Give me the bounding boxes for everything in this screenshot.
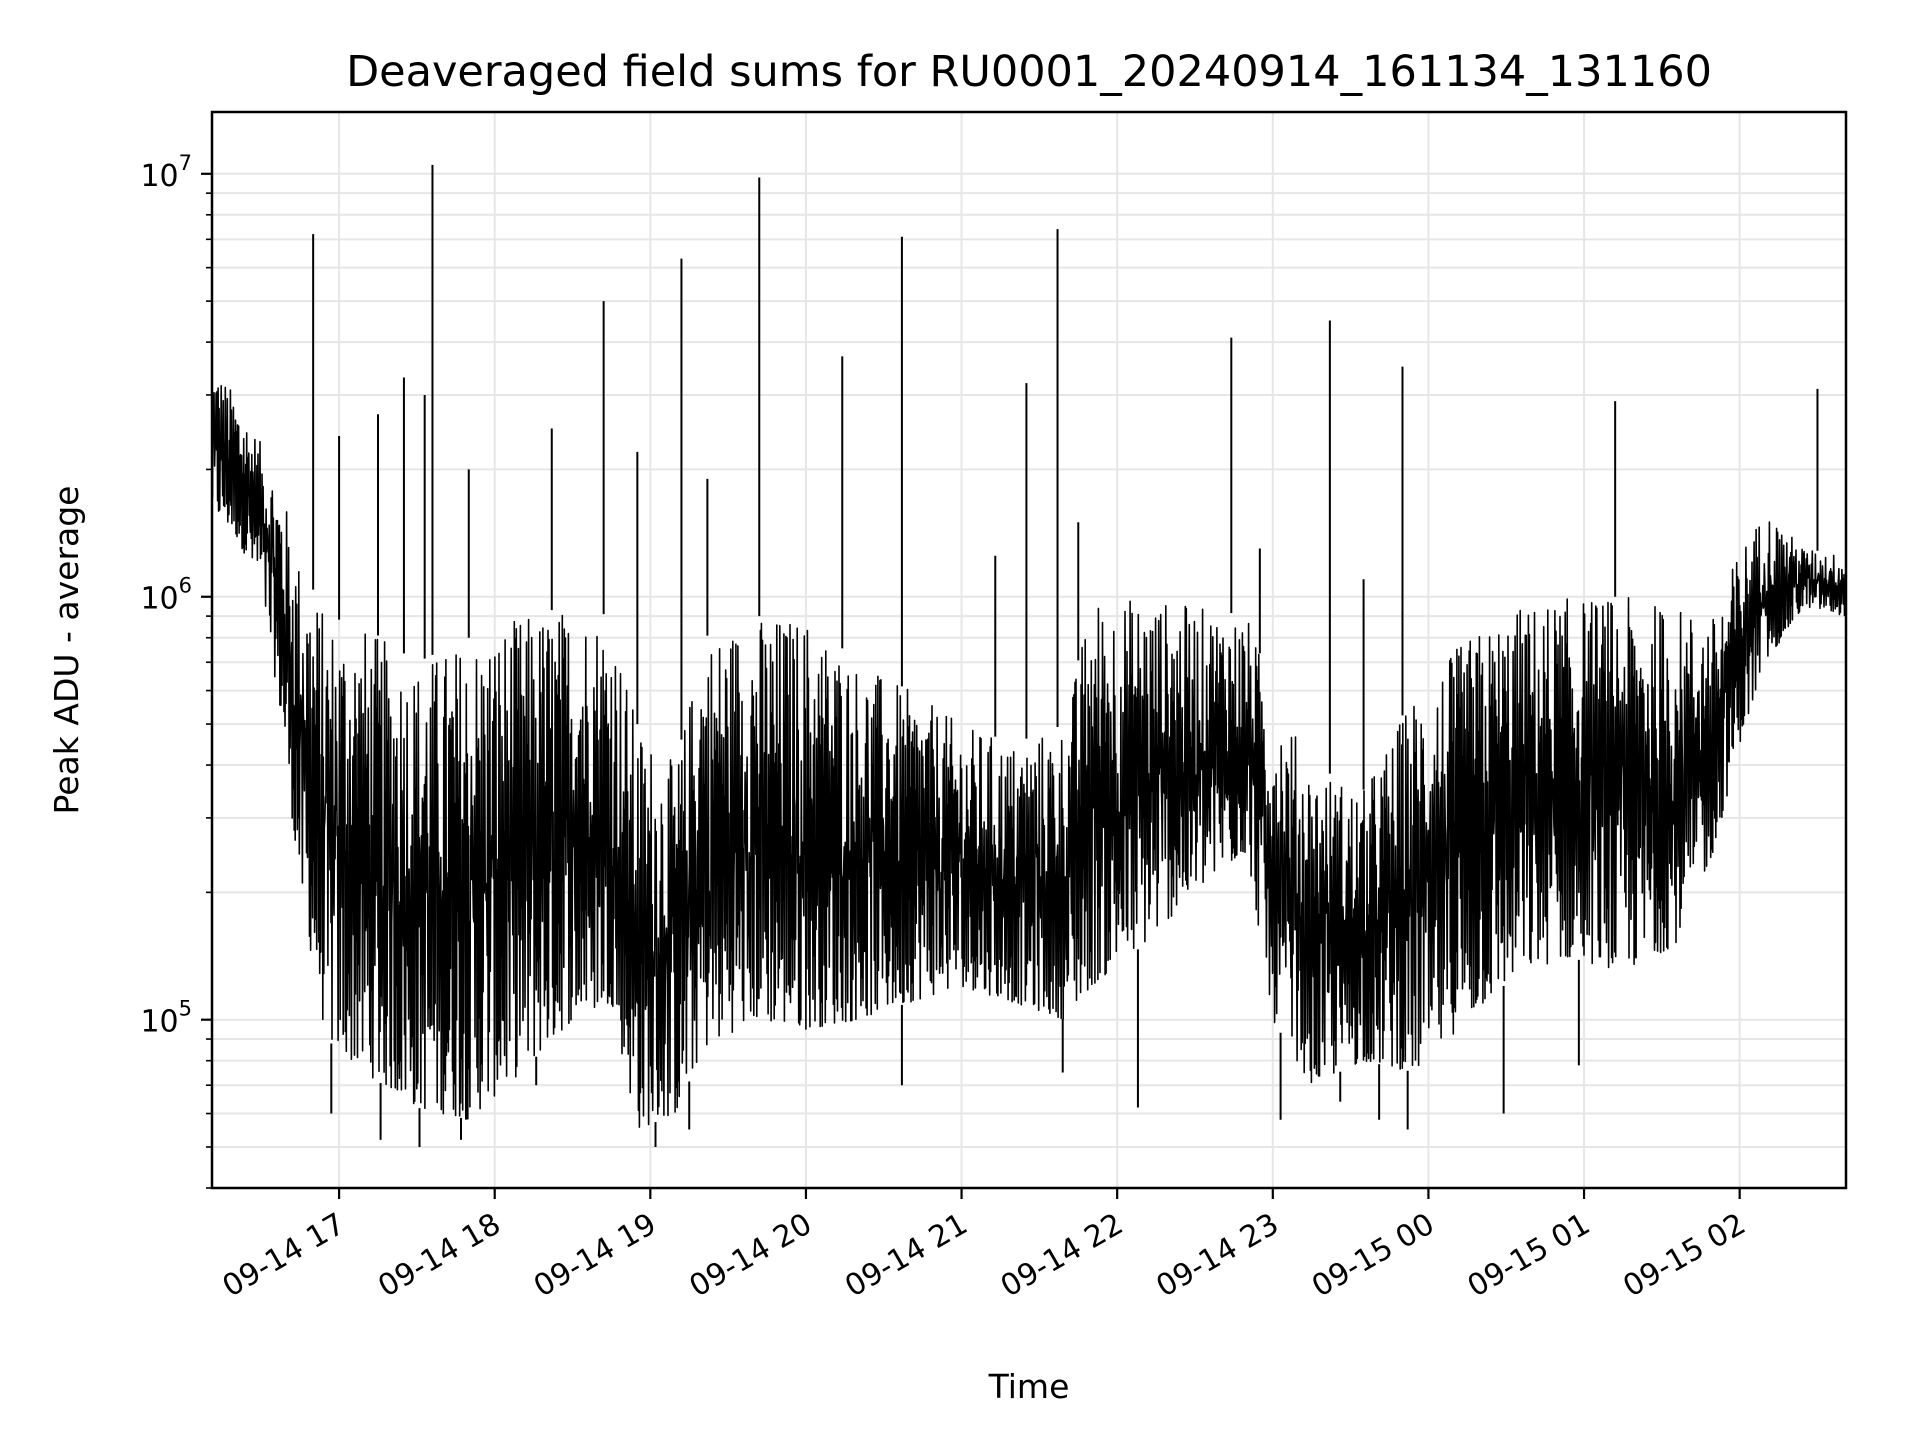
chart-title: Deaveraged field sums for RU0001_2024091… <box>346 47 1712 97</box>
series-line <box>211 384 1847 1128</box>
x-axis-label: Time <box>988 1367 1070 1406</box>
y-tick-label: 105 <box>140 997 192 1040</box>
y-tick-label: 106 <box>140 574 192 617</box>
plot-area <box>211 164 1847 1148</box>
y-tick-base: 10 <box>140 582 178 617</box>
y-axis-label: Peak ADU - average <box>47 486 86 815</box>
y-tick-exponent: 7 <box>179 151 192 175</box>
y-tick-base: 10 <box>140 1005 178 1040</box>
y-tick-label: 107 <box>140 151 192 194</box>
y-tick-exponent: 6 <box>179 574 192 598</box>
y-tick-base: 10 <box>140 159 178 194</box>
plot-frame <box>210 110 1848 1190</box>
y-tick-exponent: 5 <box>179 997 192 1021</box>
